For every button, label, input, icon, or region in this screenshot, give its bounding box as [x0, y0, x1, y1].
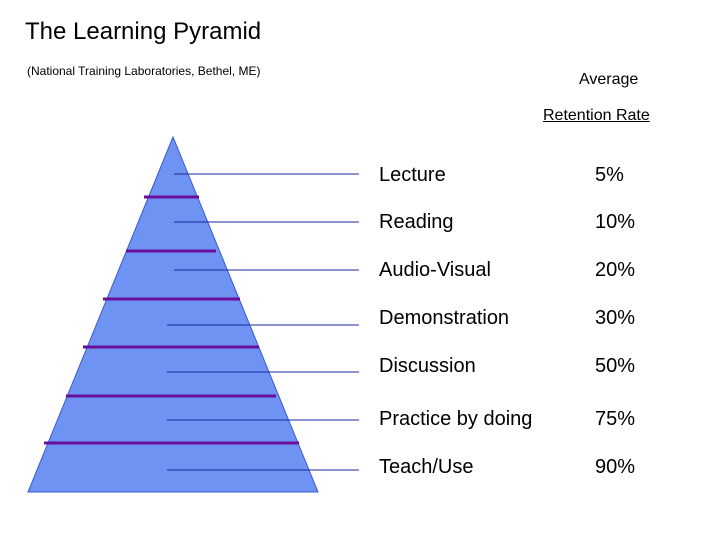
- row-method-teach-use: Teach/Use: [379, 456, 474, 478]
- pyramid-shape: [27, 135, 319, 493]
- column-header-retention-rate: Retention Rate: [543, 107, 650, 124]
- row-method-lecture: Lecture: [379, 164, 446, 186]
- row-method-discussion: Discussion: [379, 355, 476, 377]
- row-connector-lines: [167, 173, 359, 471]
- page-title: The Learning Pyramid: [25, 18, 262, 45]
- row-rate-reading: 10%: [595, 211, 636, 233]
- row-rate-audio-visual: 20%: [595, 259, 636, 281]
- source-citation: (National Training Laboratories, Bethel,…: [27, 64, 261, 78]
- row-method-audio-visual: Audio-Visual: [379, 259, 491, 281]
- row-rate-practice-by-doing: 75%: [595, 408, 636, 430]
- row-method-practice-by-doing: Practice by doing: [379, 408, 533, 430]
- pyramid-band-lines: [44, 195, 299, 445]
- row-rate-discussion: 50%: [595, 355, 636, 377]
- row-rate-demonstration: 30%: [595, 307, 636, 329]
- row-rate-lecture: 5%: [595, 164, 624, 186]
- row-rate-teach-use: 90%: [595, 456, 636, 478]
- row-method-demonstration: Demonstration: [379, 307, 510, 329]
- column-header-average: Average: [579, 71, 639, 88]
- row-method-reading: Reading: [379, 211, 454, 233]
